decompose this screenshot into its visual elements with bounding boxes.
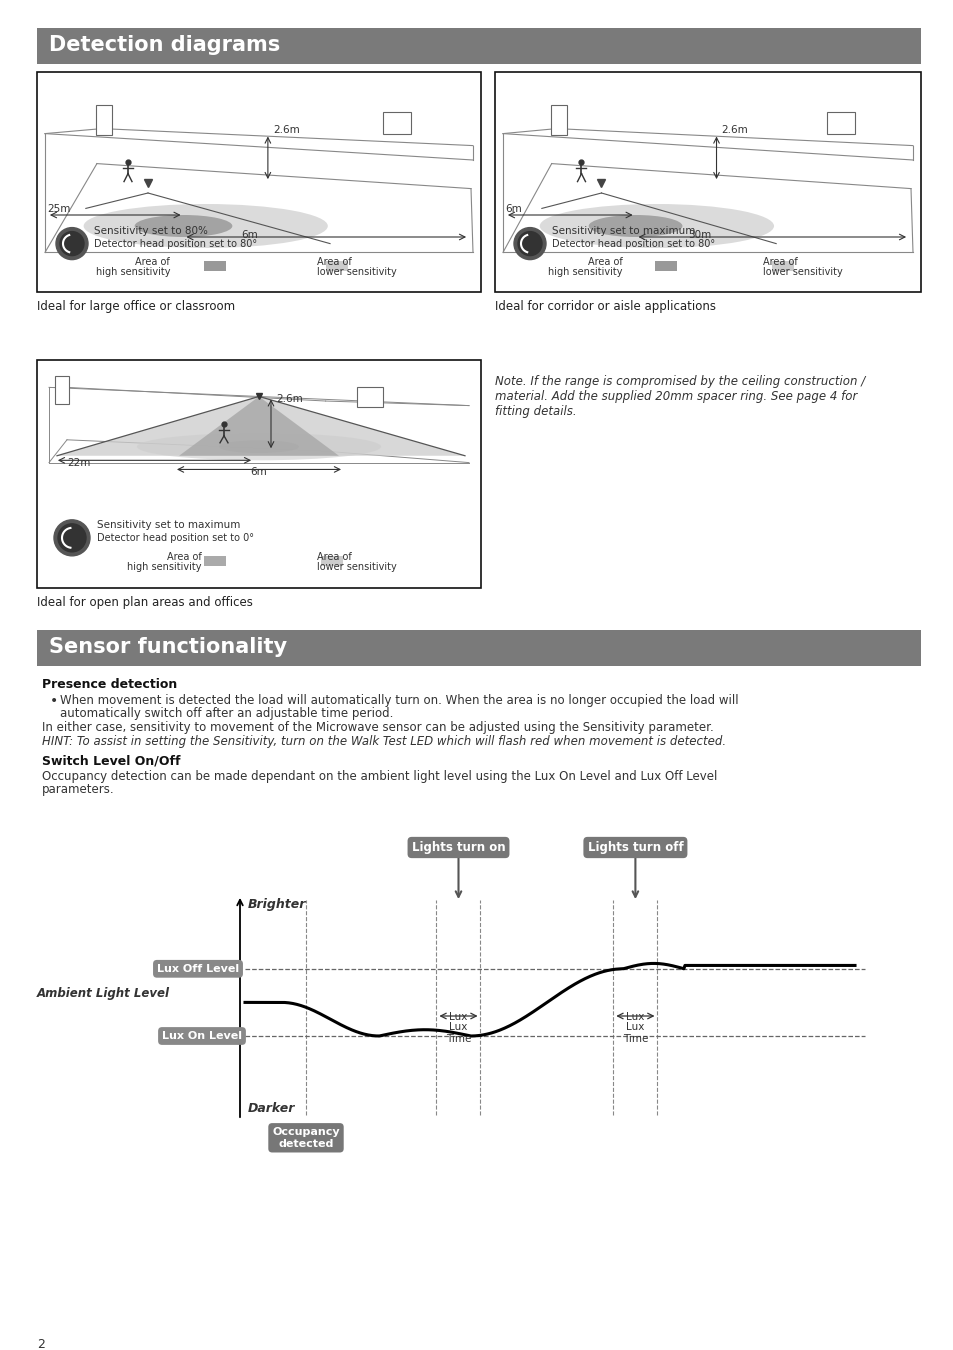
Text: Area of: Area of <box>762 256 798 267</box>
Text: In either case, sensitivity to movement of the Microwave sensor can be adjusted : In either case, sensitivity to movement … <box>42 721 713 734</box>
Bar <box>55 375 69 404</box>
Text: Switch Level On/Off: Switch Level On/Off <box>42 755 180 768</box>
Text: parameters.: parameters. <box>42 783 114 796</box>
Ellipse shape <box>84 204 328 248</box>
Bar <box>37 360 480 589</box>
Text: lower sensitivity: lower sensitivity <box>762 267 842 277</box>
Ellipse shape <box>219 440 298 452</box>
Text: 30m: 30m <box>687 231 710 240</box>
Ellipse shape <box>539 204 773 248</box>
Text: 6m: 6m <box>504 204 521 215</box>
Circle shape <box>60 232 84 255</box>
Bar <box>771 261 793 271</box>
Text: Brighter: Brighter <box>248 898 306 911</box>
Text: Presence detection: Presence detection <box>42 678 177 691</box>
Bar <box>204 555 226 566</box>
Text: Lux: Lux <box>625 1012 644 1022</box>
Text: Area of: Area of <box>167 552 201 562</box>
Text: 6m: 6m <box>251 467 267 477</box>
Bar <box>550 105 566 135</box>
Circle shape <box>58 524 86 552</box>
Text: Detector head position set to 0°: Detector head position set to 0° <box>97 533 253 543</box>
Circle shape <box>56 228 88 259</box>
Bar <box>383 112 411 134</box>
Text: Sensitivity set to maximum: Sensitivity set to maximum <box>97 520 240 529</box>
Text: Detector head position set to 80°: Detector head position set to 80° <box>552 239 715 250</box>
Text: Detection diagrams: Detection diagrams <box>49 35 280 55</box>
Polygon shape <box>57 397 464 456</box>
Bar <box>356 387 382 408</box>
Text: high sensitivity: high sensitivity <box>127 562 201 571</box>
Text: Lights turn off: Lights turn off <box>587 841 682 855</box>
Text: Sensor functionality: Sensor functionality <box>49 637 287 657</box>
Bar <box>654 261 677 271</box>
Bar <box>95 105 112 135</box>
Text: high sensitivity: high sensitivity <box>548 267 622 277</box>
Circle shape <box>514 228 545 259</box>
Bar <box>37 28 920 63</box>
Text: Lux
Time: Lux Time <box>622 1022 647 1044</box>
Text: 6m: 6m <box>241 231 258 240</box>
Text: Lux: Lux <box>449 1012 467 1022</box>
Text: Lights turn on: Lights turn on <box>412 841 505 855</box>
Polygon shape <box>179 397 338 456</box>
Bar <box>495 72 920 292</box>
Text: Ideal for large office or classroom: Ideal for large office or classroom <box>37 300 234 313</box>
Text: Ideal for open plan areas and offices: Ideal for open plan areas and offices <box>37 595 253 609</box>
Text: 25m: 25m <box>47 204 71 215</box>
Bar <box>37 630 920 666</box>
Bar <box>826 112 855 134</box>
Text: automatically switch off after an adjustable time period.: automatically switch off after an adjust… <box>60 707 393 720</box>
Text: Ideal for corridor or aisle applications: Ideal for corridor or aisle applications <box>495 300 716 313</box>
Text: Lux
Time: Lux Time <box>445 1022 471 1044</box>
Text: high sensitivity: high sensitivity <box>95 267 170 277</box>
Text: Ambient Light Level: Ambient Light Level <box>37 987 170 1000</box>
Text: Darker: Darker <box>248 1102 295 1115</box>
Circle shape <box>517 232 541 255</box>
Ellipse shape <box>588 215 681 238</box>
Bar <box>321 555 343 566</box>
Text: Detector head position set to 80°: Detector head position set to 80° <box>94 239 257 250</box>
Text: Area of: Area of <box>316 552 351 562</box>
Bar <box>37 72 480 292</box>
Text: 2.6m: 2.6m <box>720 124 747 135</box>
Text: HINT: To assist in setting the Sensitivity, turn on the Walk Test LED which will: HINT: To assist in setting the Sensitivi… <box>42 734 725 748</box>
Text: 2: 2 <box>37 1338 45 1350</box>
Text: •: • <box>50 694 58 707</box>
Text: Area of: Area of <box>135 256 170 267</box>
Circle shape <box>54 520 90 556</box>
Text: Occupancy
detected: Occupancy detected <box>272 1127 339 1149</box>
Bar <box>325 261 347 271</box>
Bar <box>204 261 226 271</box>
Text: 2.6m: 2.6m <box>273 124 299 135</box>
Ellipse shape <box>137 433 380 460</box>
Text: 22m: 22m <box>67 458 91 468</box>
Text: When movement is detected the load will automatically turn on. When the area is : When movement is detected the load will … <box>60 694 738 707</box>
Text: lower sensitivity: lower sensitivity <box>316 267 396 277</box>
Text: Area of: Area of <box>587 256 622 267</box>
Text: Sensitivity set to maximum: Sensitivity set to maximum <box>552 225 695 236</box>
Text: Occupancy detection can be made dependant on the ambient light level using the L: Occupancy detection can be made dependan… <box>42 769 717 783</box>
Text: 2.6m: 2.6m <box>275 394 302 404</box>
Text: Area of: Area of <box>316 256 351 267</box>
Text: lower sensitivity: lower sensitivity <box>316 562 396 571</box>
Text: Lux On Level: Lux On Level <box>162 1031 242 1041</box>
Text: Sensitivity set to 80%: Sensitivity set to 80% <box>94 225 208 236</box>
Text: Lux Off Level: Lux Off Level <box>157 964 239 973</box>
Text: Note. If the range is compromised by the ceiling construction /
material. Add th: Note. If the range is compromised by the… <box>495 375 864 418</box>
Ellipse shape <box>134 215 233 238</box>
